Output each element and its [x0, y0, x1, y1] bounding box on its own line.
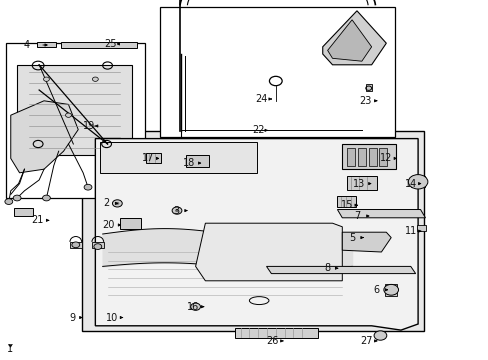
Text: 17: 17: [142, 153, 154, 163]
Circle shape: [175, 209, 179, 212]
Text: 15: 15: [340, 200, 353, 210]
Polygon shape: [322, 11, 386, 65]
FancyBboxPatch shape: [61, 42, 137, 48]
FancyBboxPatch shape: [100, 142, 256, 173]
FancyBboxPatch shape: [6, 43, 145, 198]
FancyBboxPatch shape: [416, 225, 426, 231]
Text: 16: 16: [186, 302, 199, 312]
FancyBboxPatch shape: [346, 148, 354, 166]
FancyBboxPatch shape: [385, 284, 396, 296]
Polygon shape: [195, 223, 342, 281]
Text: 4: 4: [24, 40, 30, 50]
Text: 2: 2: [103, 198, 109, 208]
Circle shape: [383, 284, 398, 295]
Text: 24: 24: [255, 94, 267, 104]
Polygon shape: [17, 65, 132, 158]
Circle shape: [42, 195, 50, 201]
Polygon shape: [95, 139, 417, 330]
Text: 18: 18: [183, 158, 195, 168]
FancyBboxPatch shape: [92, 242, 103, 248]
FancyBboxPatch shape: [82, 131, 424, 331]
Text: 12: 12: [379, 153, 392, 163]
Text: 23: 23: [359, 96, 371, 106]
Circle shape: [115, 202, 119, 205]
Circle shape: [94, 244, 102, 249]
Text: 1: 1: [7, 344, 13, 354]
Text: 19: 19: [83, 121, 96, 131]
Polygon shape: [266, 266, 415, 274]
Text: 26: 26: [266, 336, 279, 346]
Circle shape: [407, 175, 427, 189]
FancyBboxPatch shape: [14, 208, 33, 216]
FancyBboxPatch shape: [379, 148, 386, 166]
FancyBboxPatch shape: [365, 84, 371, 91]
Text: 20: 20: [102, 220, 115, 230]
FancyBboxPatch shape: [368, 148, 376, 166]
Text: 13: 13: [352, 179, 365, 189]
Text: 21: 21: [31, 215, 44, 225]
Circle shape: [65, 113, 71, 117]
Circle shape: [5, 199, 13, 204]
Text: 22: 22: [251, 125, 264, 135]
FancyBboxPatch shape: [37, 42, 56, 47]
Text: 11: 11: [404, 226, 416, 236]
Text: 7: 7: [353, 211, 359, 221]
FancyBboxPatch shape: [342, 144, 395, 169]
Text: 8: 8: [324, 263, 330, 273]
Text: 9: 9: [69, 312, 75, 323]
FancyBboxPatch shape: [120, 218, 141, 229]
FancyBboxPatch shape: [346, 176, 376, 190]
Text: 14: 14: [404, 179, 416, 189]
Polygon shape: [11, 101, 78, 173]
Text: 25: 25: [104, 39, 117, 49]
FancyBboxPatch shape: [357, 148, 365, 166]
Text: 27: 27: [360, 336, 372, 346]
Circle shape: [84, 184, 92, 190]
Text: 3: 3: [173, 206, 179, 216]
Text: 10: 10: [106, 312, 119, 323]
Circle shape: [373, 331, 386, 340]
FancyBboxPatch shape: [410, 176, 425, 187]
Circle shape: [72, 242, 80, 248]
Polygon shape: [342, 232, 390, 252]
Circle shape: [190, 303, 200, 310]
FancyBboxPatch shape: [0, 112, 488, 335]
Circle shape: [172, 207, 182, 214]
Polygon shape: [337, 210, 425, 218]
FancyBboxPatch shape: [337, 196, 355, 207]
FancyBboxPatch shape: [70, 242, 81, 248]
Polygon shape: [327, 20, 371, 61]
Circle shape: [13, 195, 21, 201]
FancyBboxPatch shape: [145, 153, 161, 163]
Text: 6: 6: [373, 285, 379, 295]
FancyBboxPatch shape: [234, 328, 317, 338]
FancyBboxPatch shape: [160, 7, 394, 137]
FancyBboxPatch shape: [185, 155, 209, 167]
Circle shape: [43, 77, 49, 81]
Text: 5: 5: [348, 233, 354, 243]
Circle shape: [112, 200, 122, 207]
Circle shape: [92, 77, 98, 81]
